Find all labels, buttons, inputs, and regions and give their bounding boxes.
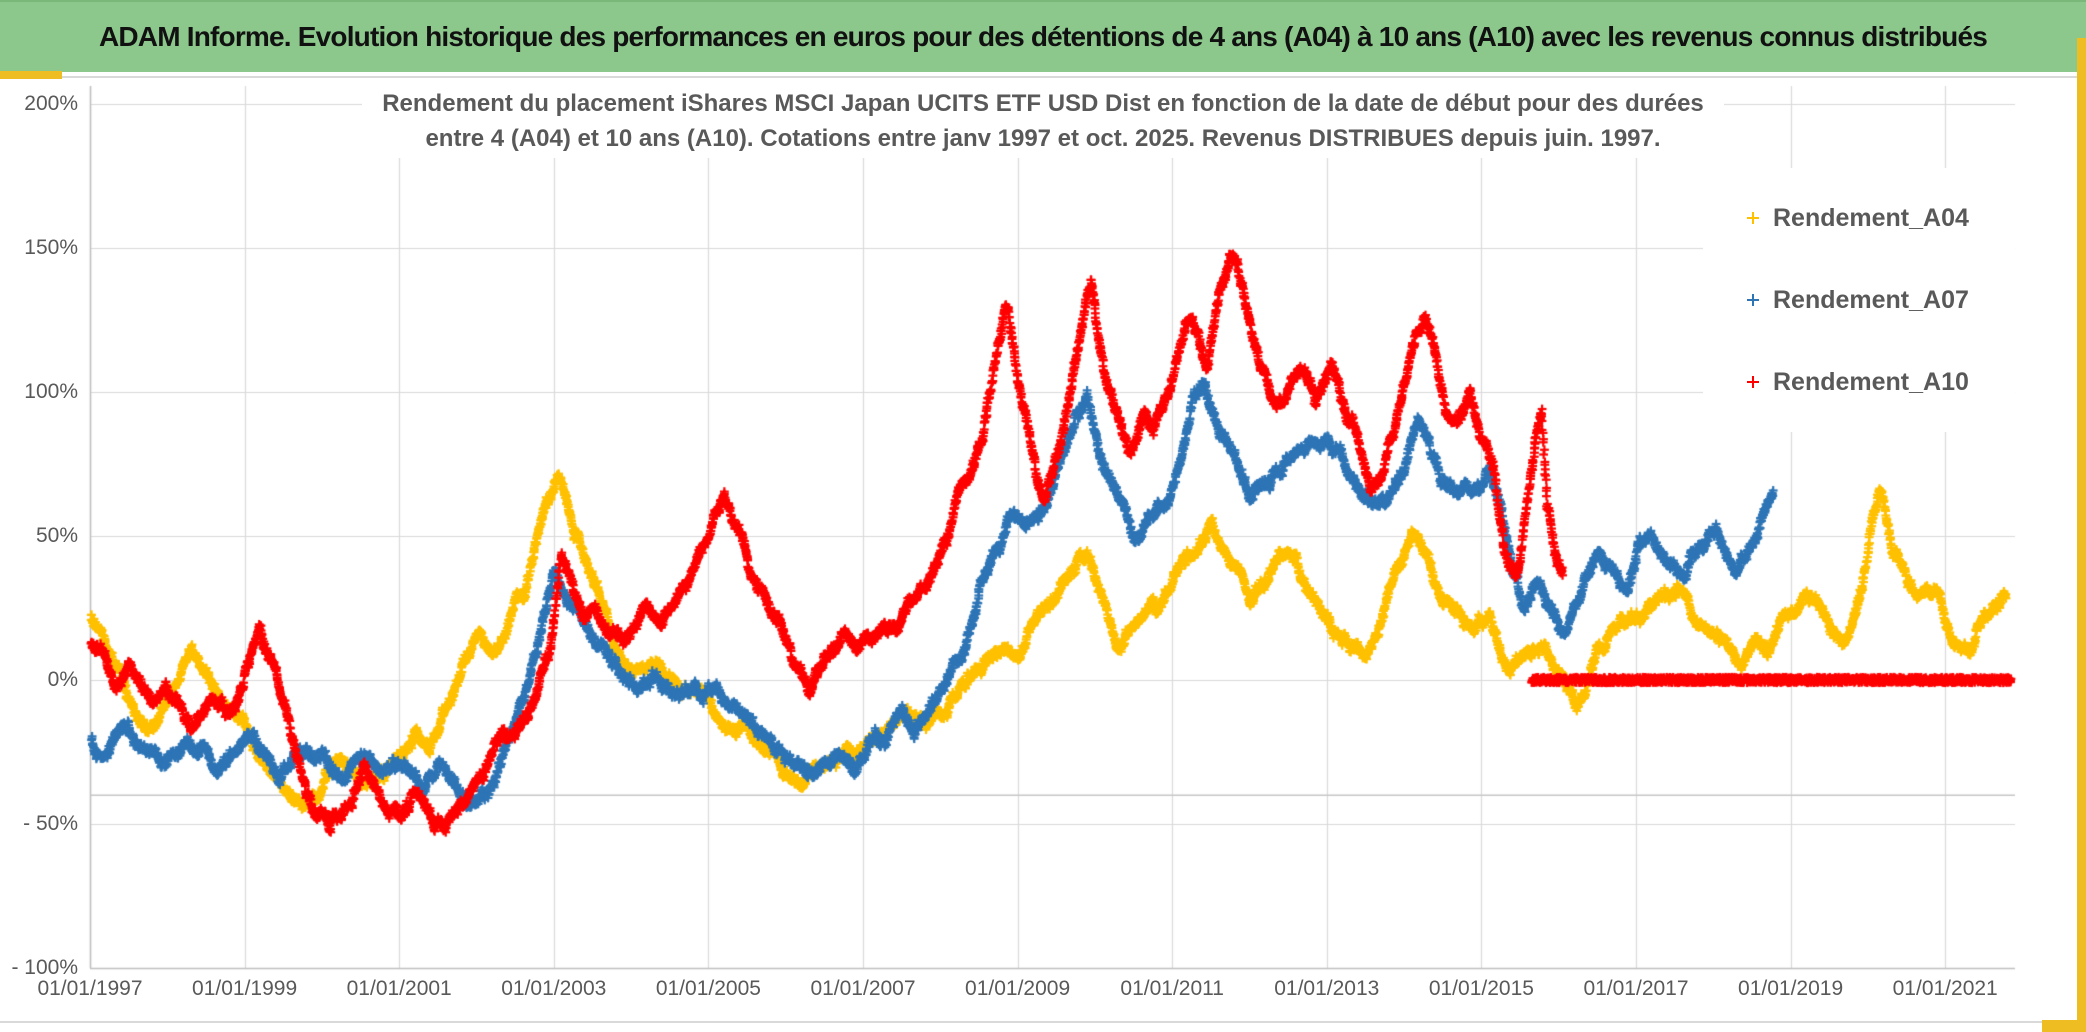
- x-tick-label: 01/01/2019: [1738, 977, 1844, 1000]
- legend: Rendement_A04 Rendement_A07 Rendement_A10: [1703, 168, 2015, 432]
- y-tick-label: 100%: [24, 380, 78, 403]
- gold-accent-right: [2077, 38, 2086, 1032]
- y-tick-label: - 50%: [23, 812, 78, 835]
- x-tick-label: 01/01/2001: [346, 977, 452, 1000]
- legend-item-rendement_a10: Rendement_A10: [1747, 367, 1969, 397]
- x-tick-label: 01/01/2015: [1428, 977, 1534, 1000]
- plus-marker-icon: [1747, 294, 1759, 306]
- legend-label: Rendement_A04: [1773, 203, 1969, 232]
- legend-item-rendement_a04: Rendement_A04: [1747, 203, 1969, 233]
- x-tick-label: 01/01/2007: [810, 977, 916, 1000]
- banner-divider: [0, 76, 2086, 78]
- x-tick-label: 01/01/2021: [1892, 977, 1998, 1000]
- chart-title: Rendement du placement iShares MSCI Japa…: [362, 84, 1724, 158]
- x-tick-label: 01/01/2011: [1120, 977, 1224, 1000]
- gold-accent-bottom-right: [2042, 1020, 2086, 1032]
- y-tick-label: 50%: [35, 524, 78, 547]
- x-tick-label: 01/01/2009: [965, 977, 1071, 1000]
- y-tick-label: 150%: [24, 236, 78, 259]
- x-tick-label: 01/01/2005: [655, 977, 761, 1000]
- legend-item-rendement_a07: Rendement_A07: [1747, 285, 1969, 315]
- x-tick-label: 01/01/1997: [37, 977, 143, 1000]
- gold-accent-top-left: [0, 71, 62, 79]
- x-tick-label: 01/01/2017: [1583, 977, 1689, 1000]
- legend-label: Rendement_A10: [1773, 367, 1969, 396]
- y-tick-label: 200%: [24, 92, 78, 115]
- x-tick-label: 01/01/2003: [501, 977, 607, 1000]
- y-tick-label: - 100%: [11, 956, 78, 979]
- y-tick-label: 0%: [47, 668, 78, 691]
- plus-marker-icon: [1747, 376, 1759, 388]
- chart-title-line2: entre 4 (A04) et 10 ans (A10). Cotations…: [425, 125, 1661, 152]
- x-tick-label: 01/01/1999: [192, 977, 298, 1000]
- plus-marker-icon: [1747, 212, 1759, 224]
- chart-title-line1: Rendement du placement iShares MSCI Japa…: [382, 90, 1704, 117]
- banner-title: ADAM Informe. Evolution historique des p…: [0, 0, 2086, 72]
- x-tick-label: 01/01/2013: [1274, 977, 1380, 1000]
- legend-label: Rendement_A07: [1773, 285, 1969, 314]
